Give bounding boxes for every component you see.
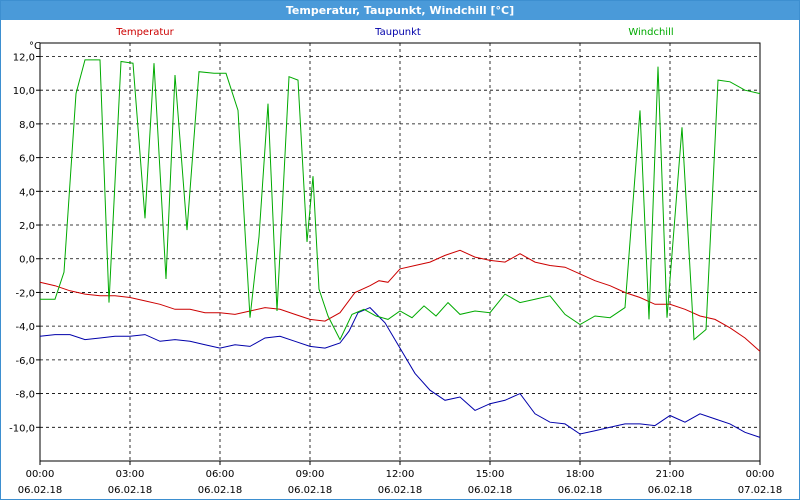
x-tick-time-label: 18:00 <box>566 469 595 480</box>
series-lines <box>39 59 761 438</box>
y-tick-label: 8,0 <box>19 120 35 131</box>
y-tick-label: 6,0 <box>19 154 35 165</box>
grid-lines <box>40 43 760 461</box>
x-tick-date-label: 06.02.18 <box>378 485 423 496</box>
x-tick-time-label: 15:00 <box>476 469 505 480</box>
x-tick-time-label: 00:00 <box>26 469 55 480</box>
y-tick-label: -8,0 <box>15 390 35 401</box>
x-tick-time-label: 00:00 <box>746 469 775 480</box>
legend-entry-windchill: Windchill <box>628 27 673 38</box>
window-title: Temperatur, Taupunkt, Windchill [°C] <box>1 1 799 20</box>
axes <box>36 42 761 465</box>
y-axis-unit-label: °C <box>29 41 41 52</box>
series-line-temperatur <box>39 249 761 352</box>
x-tick-time-label: 21:00 <box>656 469 685 480</box>
x-tick-date-label: 06.02.18 <box>18 485 63 496</box>
x-tick-date-label: 06.02.18 <box>198 485 243 496</box>
x-tick-time-label: 12:00 <box>386 469 415 480</box>
series-line-windchill <box>40 59 761 341</box>
y-tick-label: 4,0 <box>19 187 35 198</box>
x-tick-date-label: 06.02.18 <box>648 485 693 496</box>
tick-labels: 12,0 10,0 8,0 6,0 4,0 2,0 0,0 -2,0 -4,0 -6,0 -8,0 -… <box>9 52 782 496</box>
y-tick-label: -4,0 <box>15 322 35 333</box>
series-line-taupunkt <box>39 307 761 438</box>
legend-entry-taupunkt: Taupunkt <box>374 27 421 38</box>
y-tick-label: -6,0 <box>15 356 35 367</box>
x-tick-date-label: 07.02.18 <box>738 485 783 496</box>
x-tick-date-label: 06.02.18 <box>108 485 153 496</box>
y-tick-label: 0,0 <box>19 255 35 266</box>
y-tick-label: -10,0 <box>9 423 35 434</box>
x-tick-date-label: 06.02.18 <box>468 485 513 496</box>
y-tick-label: 10,0 <box>13 86 35 97</box>
x-tick-time-label: 09:00 <box>296 469 325 480</box>
y-tick-label: -2,0 <box>15 288 35 299</box>
x-tick-time-label: 03:00 <box>116 469 145 480</box>
x-tick-time-label: 06:00 <box>206 469 235 480</box>
x-tick-date-label: 06.02.18 <box>558 485 603 496</box>
legend-entry-temperatur: Temperatur <box>115 27 174 38</box>
line-chart: 12,0 10,0 8,0 6,0 4,0 2,0 0,0 -2,0 -4,0 -6,0 -8,0 -… <box>9 27 782 496</box>
legend: Temperatur Taupunkt Windchill <box>115 27 673 38</box>
y-tick-label: 2,0 <box>19 221 35 232</box>
y-tick-label: 12,0 <box>13 52 35 63</box>
x-tick-date-label: 06.02.18 <box>288 485 333 496</box>
